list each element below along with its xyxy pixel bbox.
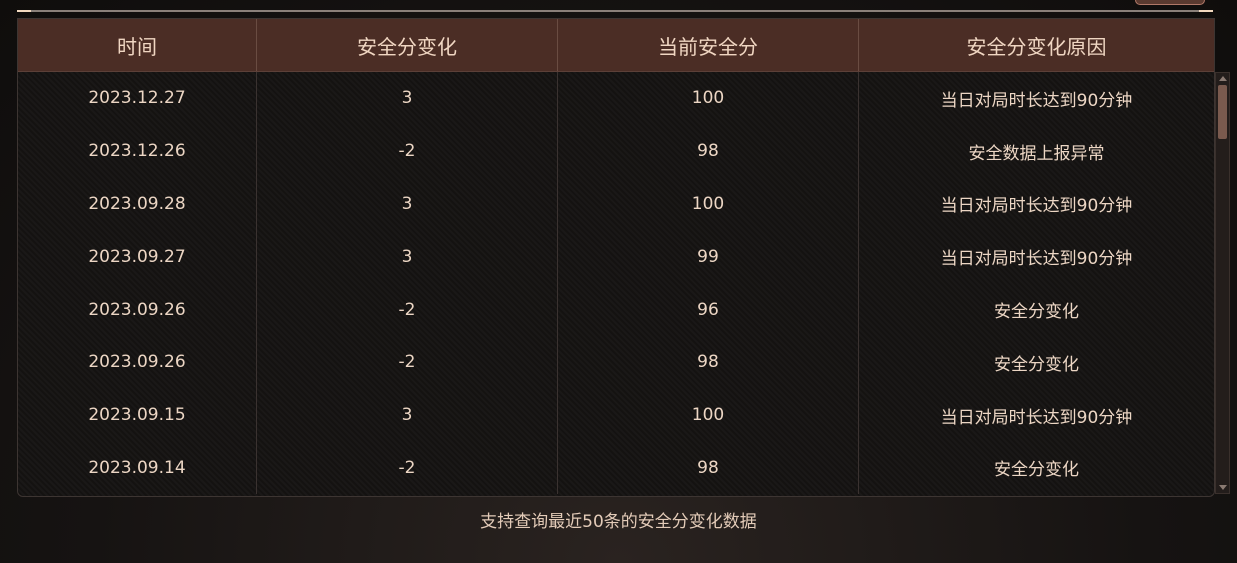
- cell-reason: 当日对局时长达到90分钟: [940, 90, 1133, 111]
- cell-reason: 安全分变化: [994, 460, 1079, 481]
- cell-current-score: 100: [558, 177, 859, 231]
- cell-score-change: -2: [257, 124, 558, 178]
- scrollbar[interactable]: [1215, 72, 1230, 494]
- scroll-down-icon[interactable]: [1219, 485, 1227, 490]
- cell-reason: 安全数据上报异常: [968, 143, 1105, 164]
- table-row: 2023.09.28 3 100 当日对局时长达到90分钟: [18, 177, 1214, 231]
- header-current-score: 当前安全分: [558, 19, 859, 71]
- table-row: 2023.09.26 -2 98 安全分变化: [18, 335, 1214, 389]
- cell-current-score: 100: [558, 388, 859, 442]
- table-row: 2023.09.15 3 100 当日对局时长达到90分钟: [18, 388, 1214, 442]
- cell-score-change: 3: [257, 177, 558, 231]
- table-row: 2023.09.14 -2 98 安全分变化: [18, 441, 1214, 495]
- cell-reason: 当日对局时长达到90分钟: [940, 249, 1133, 270]
- cell-time: 2023.12.27: [18, 72, 257, 125]
- cell-time: 2023.09.27: [18, 230, 257, 284]
- header-time: 时间: [18, 19, 257, 71]
- scroll-up-icon[interactable]: [1219, 76, 1227, 81]
- cell-time: 2023.09.28: [18, 177, 257, 231]
- scrollbar-thumb[interactable]: [1218, 85, 1227, 139]
- table-row: 2023.12.26 -2 98 安全数据上报异常: [18, 124, 1214, 178]
- table-header: 时间 安全分变化 当前安全分 安全分变化原因: [18, 19, 1214, 72]
- cell-time: 2023.09.26: [18, 283, 257, 336]
- cell-reason: 安全分变化: [994, 354, 1079, 375]
- cell-current-score: 99: [558, 230, 859, 284]
- cell-time: 2023.12.26: [18, 124, 257, 178]
- cell-score-change: 3: [257, 72, 558, 125]
- cell-time: 2023.09.15: [18, 388, 257, 442]
- table-row: 2023.12.27 3 100 当日对局时长达到90分钟: [18, 72, 1214, 125]
- cell-score-change: -2: [257, 335, 558, 389]
- cell-score-change: -2: [257, 441, 558, 495]
- table-row: 2023.09.27 3 99 当日对局时长达到90分钟: [18, 230, 1214, 284]
- cell-current-score: 96: [558, 283, 859, 336]
- table-row: 2023.09.26 -2 96 安全分变化: [18, 283, 1214, 336]
- cell-current-score: 98: [558, 335, 859, 389]
- cell-reason: 安全分变化: [994, 302, 1079, 323]
- header-score-change: 安全分变化: [257, 19, 558, 71]
- header-reason: 安全分变化原因: [966, 34, 1107, 59]
- top-button[interactable]: [1135, 0, 1205, 5]
- table-body: 2023.12.27 3 100 当日对局时长达到90分钟 2023.12.26 -2 98…: [18, 72, 1214, 495]
- cell-current-score: 98: [558, 441, 859, 495]
- cell-score-change: 3: [257, 388, 558, 442]
- cell-score-change: -2: [257, 283, 558, 336]
- safety-score-table: 时间 安全分变化 当前安全分 安全分变化原因 2023.12.27 3 100 当日对…: [17, 18, 1215, 497]
- cell-score-change: 3: [257, 230, 558, 284]
- cell-time: 2023.09.26: [18, 335, 257, 389]
- footer-note: 支持查询最近50条的安全分变化数据: [480, 512, 757, 532]
- cell-current-score: 100: [558, 72, 859, 125]
- divider-line: [17, 10, 1213, 12]
- cell-reason: 当日对局时长达到90分钟: [940, 196, 1133, 217]
- cell-time: 2023.09.14: [18, 441, 257, 495]
- cell-current-score: 98: [558, 124, 859, 178]
- cell-reason: 当日对局时长达到90分钟: [940, 407, 1133, 428]
